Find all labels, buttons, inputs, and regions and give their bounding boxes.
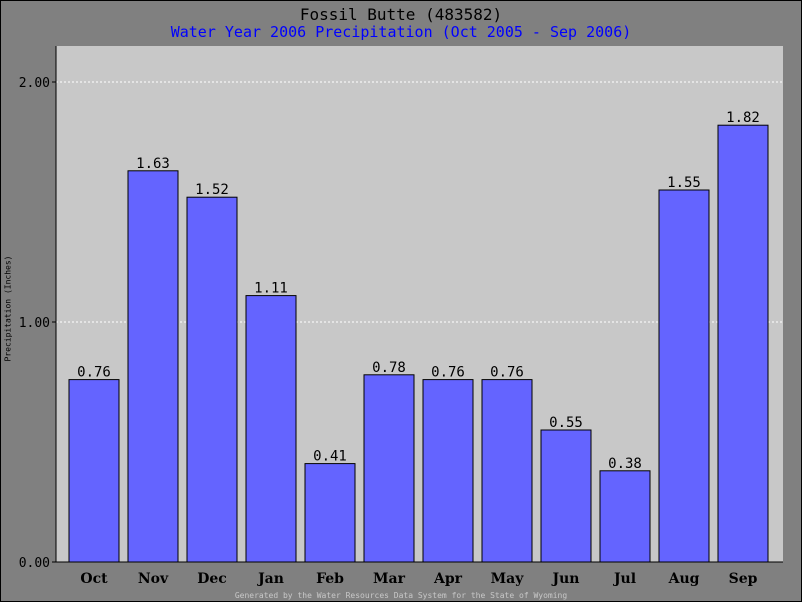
bar-sep	[717, 124, 769, 563]
chart-title: Fossil Butte (483582)	[299, 5, 503, 24]
value-label: 1.52	[195, 182, 229, 198]
x-tick-label: Jul	[612, 571, 636, 587]
value-label: 0.76	[77, 365, 111, 381]
value-label: 0.55	[549, 415, 583, 431]
x-tick-label: Apr	[433, 571, 463, 587]
y-tick-label: 2.00	[19, 76, 50, 91]
bar-oct	[68, 379, 120, 563]
value-label: 0.38	[608, 456, 642, 472]
bar-nov	[127, 170, 179, 563]
bar-mar	[363, 374, 415, 563]
value-label: 0.41	[313, 449, 347, 465]
y-tick-label: 0.00	[19, 556, 50, 571]
bar-aug	[658, 189, 710, 563]
x-tick-label: Oct	[80, 571, 108, 587]
x-tick-label: May	[491, 571, 525, 587]
value-label: 1.63	[136, 156, 170, 172]
bar-jul	[599, 470, 651, 563]
x-tick-label: Jan	[256, 571, 284, 587]
value-label: 0.76	[431, 365, 465, 381]
value-label: 1.11	[254, 281, 288, 297]
footer-credit: Generated by the Water Resources Data Sy…	[234, 591, 568, 600]
bar-feb	[304, 463, 356, 563]
x-tick-label: Jun	[551, 571, 580, 587]
value-label: 1.55	[667, 175, 701, 191]
x-tick-label: Nov	[138, 571, 169, 587]
x-tick-label: Sep	[729, 571, 758, 587]
value-label: 0.78	[372, 360, 406, 376]
bar-apr	[422, 379, 474, 563]
x-tick-label: Mar	[373, 571, 406, 587]
value-label: 0.76	[490, 365, 524, 381]
x-tick-label: Dec	[197, 571, 227, 587]
bar-jun	[540, 429, 592, 563]
y-tick-label: 1.00	[19, 316, 50, 331]
value-label: 1.82	[726, 110, 760, 126]
x-tick-label: Feb	[316, 571, 344, 587]
chart-subtitle: Water Year 2006 Precipitation (Oct 2005 …	[170, 23, 632, 41]
bar-dec	[186, 196, 238, 563]
x-tick-label: Aug	[668, 571, 700, 587]
bar-may	[481, 379, 533, 563]
bar-jan	[245, 295, 297, 563]
